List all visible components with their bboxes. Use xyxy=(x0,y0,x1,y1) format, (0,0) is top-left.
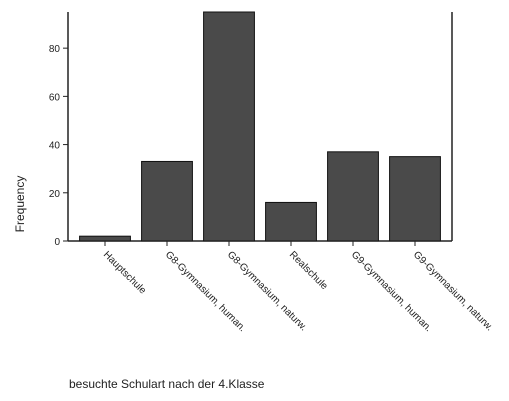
x-tick-label: Realschule xyxy=(287,249,330,292)
bars xyxy=(79,11,441,242)
axes-frame xyxy=(67,12,453,242)
x-axis-ticks: Hauptschule G8-Gymnasium, human.G8-Gymnas… xyxy=(101,241,495,334)
bar xyxy=(327,151,379,242)
y-axis-label: Frequency xyxy=(13,176,27,233)
y-axis-ticks: 0 20 40 60 80 xyxy=(49,44,68,248)
bar xyxy=(389,156,441,242)
y-tick-label: 40 xyxy=(49,141,61,152)
bar xyxy=(203,11,255,242)
y-tick-label: 0 xyxy=(54,237,60,248)
x-tick-label: Hauptschule xyxy=(101,249,148,296)
y-tick-label: 20 xyxy=(49,189,61,200)
bar xyxy=(79,235,131,242)
y-tick-label: 60 xyxy=(49,92,61,103)
y-tick-label: 80 xyxy=(49,44,61,55)
bar xyxy=(265,201,317,242)
x-axis-label: besuchte Schulart nach der 4.Klasse xyxy=(69,377,265,391)
bar xyxy=(141,160,193,242)
